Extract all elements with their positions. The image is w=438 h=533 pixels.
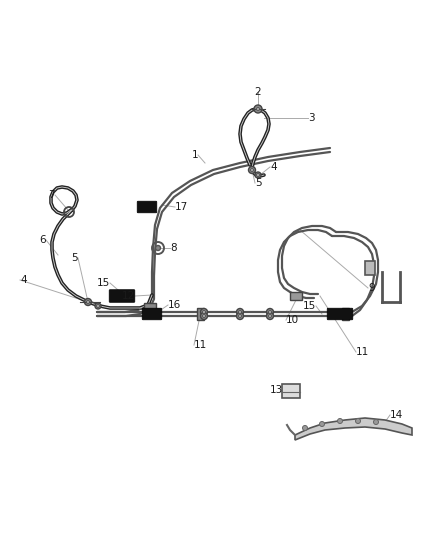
Text: 15: 15 <box>303 301 316 311</box>
FancyBboxPatch shape <box>142 308 162 320</box>
Text: 11: 11 <box>356 347 369 357</box>
Text: 3: 3 <box>308 113 314 123</box>
Bar <box>365 261 375 275</box>
Text: 4: 4 <box>20 275 27 285</box>
Text: 16: 16 <box>168 300 181 310</box>
Circle shape <box>266 309 273 316</box>
Circle shape <box>202 314 205 318</box>
Text: 17: 17 <box>175 202 188 212</box>
FancyBboxPatch shape <box>137 201 157 213</box>
Polygon shape <box>295 418 412 440</box>
FancyBboxPatch shape <box>327 308 353 320</box>
Bar <box>197 308 204 320</box>
Text: 8: 8 <box>170 243 177 253</box>
Circle shape <box>319 422 325 426</box>
Circle shape <box>239 311 241 313</box>
Text: 2: 2 <box>254 87 261 97</box>
Circle shape <box>374 419 378 424</box>
Text: 9: 9 <box>368 283 374 293</box>
Bar <box>144 303 156 309</box>
Text: 7: 7 <box>48 190 55 200</box>
Text: 14: 14 <box>390 410 403 420</box>
Text: 6: 6 <box>39 235 46 245</box>
Circle shape <box>86 301 89 303</box>
Text: 1: 1 <box>191 150 198 160</box>
FancyBboxPatch shape <box>109 290 135 302</box>
Circle shape <box>257 174 259 176</box>
Text: 5: 5 <box>255 178 261 188</box>
Circle shape <box>338 418 343 424</box>
Circle shape <box>237 312 244 319</box>
Circle shape <box>95 303 101 309</box>
Circle shape <box>155 246 160 251</box>
Circle shape <box>237 309 244 316</box>
Text: 4: 4 <box>270 162 277 172</box>
Text: 10: 10 <box>286 315 299 325</box>
Text: 15: 15 <box>97 278 110 288</box>
Circle shape <box>268 311 272 313</box>
Circle shape <box>255 172 261 178</box>
Circle shape <box>248 166 255 174</box>
Text: 11: 11 <box>194 340 207 350</box>
Circle shape <box>303 425 307 431</box>
Circle shape <box>239 314 241 318</box>
Text: 13: 13 <box>270 385 283 395</box>
Bar <box>342 308 349 320</box>
Circle shape <box>96 304 99 308</box>
Circle shape <box>266 312 273 319</box>
Circle shape <box>257 108 259 110</box>
Circle shape <box>254 105 262 113</box>
Circle shape <box>201 309 208 316</box>
Circle shape <box>201 312 208 319</box>
Bar <box>282 384 300 398</box>
Circle shape <box>85 298 92 305</box>
Circle shape <box>268 314 272 318</box>
Circle shape <box>356 418 360 424</box>
Bar <box>290 292 302 300</box>
Circle shape <box>251 168 254 172</box>
Text: 12: 12 <box>122 291 135 301</box>
Text: 5: 5 <box>71 253 78 263</box>
Circle shape <box>202 311 205 313</box>
